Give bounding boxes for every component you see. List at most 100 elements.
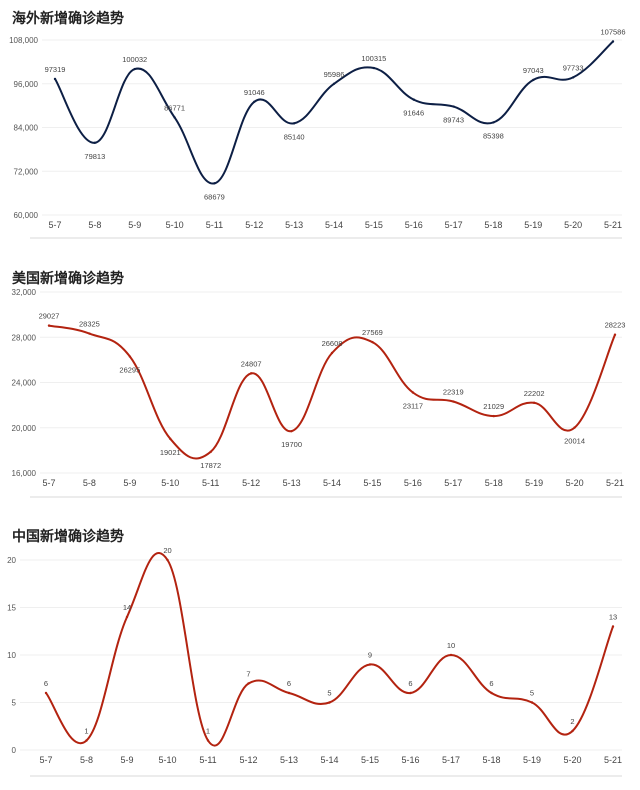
y-tick-label: 24,000 (12, 379, 37, 388)
chart-panel-overseas: 海外新增确诊趋势 60,000 72,000 84,000 96,000 108,000… (0, 0, 640, 250)
data-label: 14 (123, 603, 131, 612)
data-label: 23117 (403, 401, 423, 410)
data-point (452, 105, 454, 107)
data-label: 5 (327, 689, 331, 698)
data-label: 97733 (563, 63, 584, 72)
x-tick-label: 5-15 (361, 755, 379, 765)
data-label: 86771 (164, 103, 185, 112)
x-tick-label: 5-20 (564, 220, 582, 230)
data-point (413, 98, 415, 100)
y-tick-label: 0 (12, 746, 17, 755)
data-label: 28223 (605, 321, 626, 330)
data-point (490, 692, 492, 694)
data-point (369, 663, 371, 665)
data-label: 17872 (200, 461, 221, 470)
data-point (88, 332, 90, 334)
data-label: 97043 (523, 66, 544, 75)
data-label: 89743 (443, 116, 464, 125)
data-label: 68679 (204, 192, 225, 201)
x-tick-label: 5-17 (444, 478, 462, 488)
x-tick-label: 5-18 (485, 478, 503, 488)
y-tick-label: 5 (12, 699, 17, 708)
x-tick-label: 5-7 (42, 478, 55, 488)
data-label: 79813 (84, 152, 105, 161)
data-label: 7 (246, 670, 250, 679)
data-label: 6 (489, 679, 493, 688)
data-label: 27569 (362, 328, 383, 337)
data-point (373, 67, 375, 69)
data-point (450, 654, 452, 656)
data-point (173, 116, 175, 118)
data-label: 21029 (483, 402, 504, 411)
data-point (54, 78, 56, 80)
y-tick-label: 60,000 (14, 211, 39, 220)
chart-usa: 16,000 20,000 24,000 28,000 32,000 5-7 5-8 5-9 5… (0, 260, 640, 510)
data-label: 100032 (122, 55, 147, 64)
y-tick-label: 20,000 (12, 424, 37, 433)
data-label: 19700 (281, 440, 302, 449)
x-tick-label: 5-10 (161, 478, 179, 488)
data-point (247, 682, 249, 684)
x-tick-label: 5-7 (39, 755, 52, 765)
data-label: 13 (609, 613, 617, 622)
x-tick-label: 5-12 (242, 478, 260, 488)
data-point (452, 400, 454, 402)
data-point (412, 391, 414, 393)
data-label: 107586 (600, 28, 625, 37)
data-point (571, 730, 573, 732)
data-label: 91046 (244, 88, 265, 97)
data-point (293, 122, 295, 124)
x-tick-label: 5-18 (482, 755, 500, 765)
data-label: 20 (163, 546, 171, 555)
data-point (94, 142, 96, 144)
data-label: 97319 (45, 65, 66, 74)
data-label: 26608 (322, 339, 343, 348)
x-tick-label: 5-17 (445, 220, 463, 230)
data-point (409, 692, 411, 694)
data-point (134, 68, 136, 70)
x-tick-label: 5-9 (128, 220, 141, 230)
data-point (48, 324, 50, 326)
data-label: 10 (447, 641, 455, 650)
data-label: 6 (287, 679, 291, 688)
data-point (290, 430, 292, 432)
data-label: 22202 (524, 389, 545, 398)
data-label: 9 (368, 651, 372, 660)
x-tick-label: 5-8 (88, 220, 101, 230)
x-tick-label: 5-8 (80, 755, 93, 765)
x-tick-label: 5-20 (566, 478, 584, 488)
series-line (46, 553, 613, 746)
data-label: 6 (44, 679, 48, 688)
y-tick-label: 10 (7, 651, 16, 660)
data-label: 26295 (119, 366, 140, 375)
data-point (371, 341, 373, 343)
x-tick-label: 5-14 (320, 755, 338, 765)
x-tick-label: 5-11 (206, 220, 223, 230)
data-label: 85140 (284, 132, 305, 141)
x-tick-label: 5-9 (120, 755, 133, 765)
data-point (493, 415, 495, 417)
x-tick-label: 5-15 (363, 478, 381, 488)
x-tick-label: 5-11 (199, 755, 216, 765)
data-point (169, 438, 171, 440)
x-tick-label: 5-16 (405, 220, 423, 230)
data-point (253, 101, 255, 103)
data-label: 5 (530, 689, 534, 698)
data-point (614, 334, 616, 336)
data-point (328, 701, 330, 703)
x-tick-label: 5-21 (604, 220, 622, 230)
data-label: 29027 (39, 312, 60, 321)
data-point (531, 701, 533, 703)
data-point (166, 559, 168, 561)
x-tick-label: 5-13 (280, 755, 298, 765)
data-point (250, 372, 252, 374)
data-point (213, 182, 215, 184)
y-tick-label: 16,000 (12, 469, 37, 478)
data-point (210, 451, 212, 453)
data-label: 2 (570, 717, 574, 726)
x-tick-label: 5-17 (442, 755, 460, 765)
data-point (573, 426, 575, 428)
x-tick-label: 5-21 (606, 478, 624, 488)
data-label: 91646 (403, 109, 424, 118)
x-tick-label: 5-18 (484, 220, 502, 230)
